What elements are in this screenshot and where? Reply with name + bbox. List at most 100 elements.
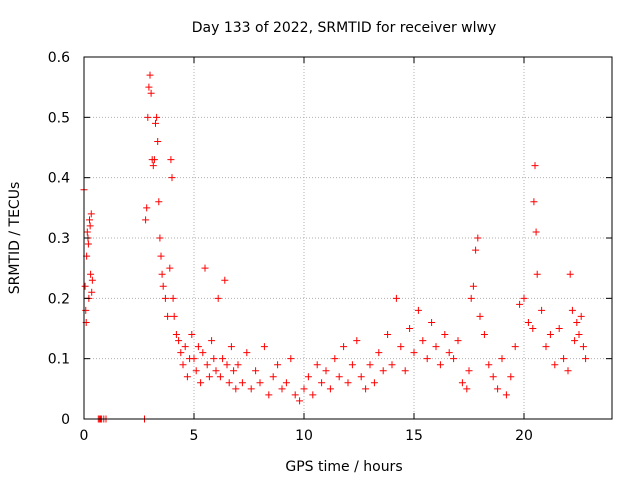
data-point <box>221 276 229 284</box>
data-point <box>300 385 308 393</box>
data-point <box>555 325 563 332</box>
data-point <box>197 379 205 387</box>
y-tick-label: 0.4 <box>48 171 70 187</box>
data-point <box>566 270 574 278</box>
data-point <box>489 373 497 381</box>
data-point <box>529 325 537 332</box>
data-point <box>388 361 396 369</box>
data-point <box>551 361 559 369</box>
data-point <box>81 282 89 290</box>
data-point <box>87 270 95 278</box>
data-point <box>256 379 264 387</box>
data-point <box>441 331 449 339</box>
data-point <box>192 367 200 375</box>
data-point <box>252 367 260 375</box>
data-point <box>199 349 207 357</box>
data-point <box>485 361 493 369</box>
data-point <box>88 288 96 296</box>
data-point <box>516 300 524 308</box>
data-point <box>234 361 242 369</box>
data-point <box>419 337 427 345</box>
data-point <box>188 331 196 339</box>
data-point <box>87 210 95 218</box>
data-point <box>542 343 550 351</box>
data-point <box>145 83 153 91</box>
y-tick-label: 0.1 <box>48 352 70 368</box>
data-point <box>379 367 387 375</box>
x-tick-label: 15 <box>405 428 423 444</box>
series-srmtid <box>80 71 590 423</box>
data-point <box>318 379 326 387</box>
data-point <box>392 294 400 302</box>
data-point <box>560 355 568 363</box>
data-point <box>474 234 482 242</box>
data-point <box>203 361 211 369</box>
data-point <box>86 222 94 230</box>
data-point <box>227 343 235 351</box>
data-point <box>546 331 554 339</box>
data-point <box>181 343 189 351</box>
data-point <box>83 228 91 236</box>
data-point <box>370 379 378 387</box>
data-point <box>472 246 480 254</box>
data-point <box>230 367 238 375</box>
data-point <box>511 343 519 351</box>
data-point <box>143 204 151 212</box>
data-point <box>465 367 473 375</box>
data-point <box>498 355 506 363</box>
data-point <box>428 318 436 326</box>
data-point <box>568 306 576 314</box>
data-point <box>532 228 540 236</box>
data-point <box>269 373 277 381</box>
data-point <box>313 361 321 369</box>
data-point <box>304 373 312 381</box>
data-point <box>326 385 334 393</box>
data-point <box>538 306 546 314</box>
data-point <box>144 113 152 121</box>
data-point <box>282 379 290 387</box>
y-tick-label: 0.2 <box>48 291 70 307</box>
data-point <box>344 379 352 387</box>
data-point <box>494 385 502 393</box>
data-point <box>232 385 240 393</box>
data-point <box>175 337 183 345</box>
data-point <box>445 349 453 357</box>
data-point <box>265 391 273 399</box>
data-point <box>168 174 176 182</box>
x-tick-label: 10 <box>295 428 313 444</box>
y-tick-label: 0.3 <box>48 231 70 247</box>
data-point <box>291 391 299 399</box>
y-tick-label: 0.5 <box>48 110 70 126</box>
data-point <box>212 367 220 375</box>
data-point <box>353 337 361 345</box>
data-point <box>467 294 475 302</box>
data-point <box>414 306 422 314</box>
data-point <box>216 373 224 381</box>
data-point <box>423 355 431 363</box>
data-point <box>436 361 444 369</box>
data-point <box>177 349 185 357</box>
data-point <box>582 355 590 363</box>
data-point <box>577 312 585 320</box>
data-point <box>340 343 348 351</box>
data-point <box>384 331 392 339</box>
data-point <box>458 379 466 387</box>
data-point <box>406 325 414 332</box>
data-point <box>86 216 93 224</box>
data-point <box>469 282 477 290</box>
y-tick-label: 0.6 <box>48 50 70 66</box>
data-point <box>366 361 374 369</box>
data-point <box>476 312 484 320</box>
data-point <box>208 337 216 345</box>
data-point <box>530 198 538 206</box>
data-point <box>362 385 370 393</box>
data-point <box>564 367 572 375</box>
data-point <box>214 294 222 302</box>
data-point <box>573 318 581 326</box>
y-axis-label: SRMTID / TECUs <box>7 182 23 295</box>
data-point <box>146 71 154 79</box>
data-point <box>296 397 304 405</box>
data-point <box>375 349 383 357</box>
data-point <box>397 343 405 351</box>
